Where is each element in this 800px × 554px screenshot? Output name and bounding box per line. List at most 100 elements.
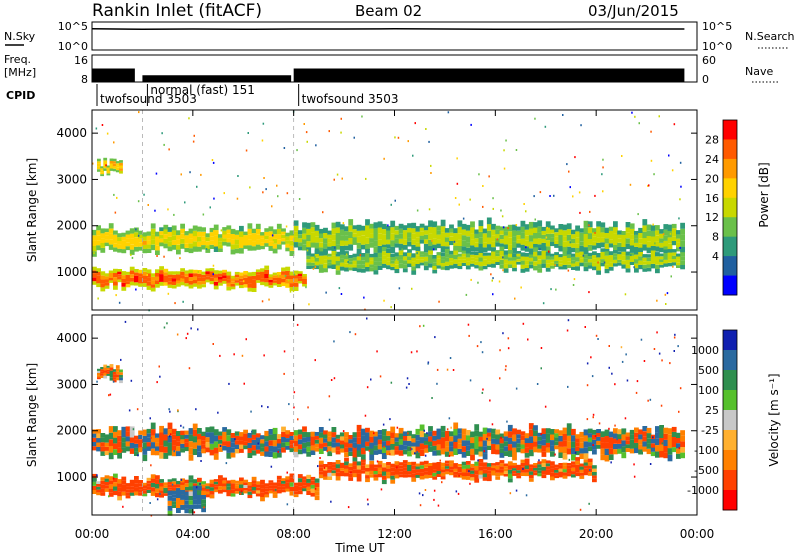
heatmap-cell (222, 445, 227, 451)
heatmap-cell (96, 429, 101, 434)
heatmap-cell (103, 372, 108, 376)
heatmap-cell (583, 435, 589, 442)
heatmap-cell (113, 243, 118, 248)
heatmap-cell (293, 435, 299, 441)
heatmap-scatter (634, 115, 636, 118)
heatmap-cell (655, 269, 660, 274)
heatmap-scatter (394, 136, 396, 139)
heatmap-cell (159, 452, 164, 459)
heatmap-cell (667, 262, 673, 267)
heatmap-cell (596, 232, 601, 238)
time-axis-label: Time UT (334, 541, 385, 554)
heatmap-scatter (250, 410, 252, 413)
heatmap-cell (327, 436, 333, 442)
heatmap-scatter (233, 353, 235, 356)
heatmap-scatter (322, 211, 324, 214)
heatmap-cell (314, 230, 320, 237)
heatmap-cell (142, 244, 148, 249)
heatmap-cell (117, 441, 122, 448)
heatmap-cell (495, 242, 501, 247)
heatmap-cell (318, 260, 324, 265)
heatmap-cell (499, 443, 505, 449)
heatmap-cell (528, 250, 534, 255)
heatmap-cell (428, 220, 433, 227)
heatmap-cell (402, 445, 408, 450)
heatmap-cell (478, 459, 484, 463)
heatmap-cell (482, 473, 488, 478)
heatmap-scatter (579, 508, 582, 511)
heatmap-cell (541, 255, 547, 260)
heatmap-scatter (449, 357, 452, 359)
heatmap-cell (558, 246, 564, 252)
heatmap-cell (512, 224, 517, 231)
heatmap-cell (360, 462, 366, 466)
heatmap-cell (176, 235, 181, 240)
heatmap-cell (104, 273, 110, 277)
heatmap-cell (222, 436, 227, 442)
heatmap-cell (436, 252, 442, 256)
heatmap-cell (176, 431, 181, 436)
heatmap-cell (524, 469, 530, 473)
heatmap-cell (293, 286, 299, 291)
heatmap-cell (520, 226, 526, 233)
heatmap-cell (125, 436, 131, 442)
heatmap-cell (163, 485, 169, 488)
heatmap-cell (327, 462, 333, 466)
heatmap-cell (142, 268, 148, 272)
heatmap-cell (222, 483, 227, 487)
heatmap-cell (138, 480, 143, 484)
heatmap-cell (339, 432, 345, 437)
heatmap-cell (348, 463, 354, 467)
heatmap-scatter (325, 291, 327, 294)
heatmap-cell (583, 233, 589, 241)
heatmap-cell (465, 430, 471, 436)
heatmap-cell (507, 478, 513, 483)
heatmap-cell (629, 245, 635, 251)
heatmap-cell (117, 271, 122, 275)
heatmap-cell (419, 449, 425, 456)
heatmap-cell (419, 424, 425, 431)
heatmap-cell (600, 251, 606, 256)
heatmap-cell (209, 438, 215, 444)
heatmap-cell (276, 272, 282, 275)
heatmap-cell (314, 265, 320, 270)
heatmap-cell (134, 447, 139, 452)
heatmap-cell (138, 489, 143, 493)
heatmap-cell (680, 228, 685, 235)
heatmap-cell (293, 242, 299, 248)
heatmap-scatter (534, 218, 536, 221)
heatmap-cell (667, 252, 673, 256)
heatmap-cell (331, 462, 337, 465)
heatmap-cell (449, 431, 454, 437)
y-tick-label: 1000 (56, 470, 87, 484)
heatmap-cell (134, 282, 139, 286)
heatmap-cell (503, 259, 509, 264)
heatmap-cell (423, 230, 429, 235)
heatmap-cell (112, 374, 117, 378)
heatmap-cell (222, 480, 227, 484)
heatmap-cell (537, 264, 543, 269)
nsky-label: N.Sky (4, 30, 36, 43)
heatmap-scatter (277, 450, 279, 453)
heatmap-cell (176, 249, 181, 255)
heatmap-cell (587, 221, 593, 228)
heatmap-cell (197, 485, 202, 491)
heatmap-cell (344, 240, 349, 246)
heatmap-cell (440, 232, 446, 240)
heatmap-cell (150, 487, 156, 492)
heatmap-scatter (678, 217, 680, 220)
heatmap-cell (255, 223, 261, 229)
heatmap-cell (671, 437, 677, 442)
heatmap-cell (360, 268, 366, 273)
heatmap-cell (117, 447, 122, 453)
heatmap-cell (600, 431, 606, 438)
heatmap-cell (423, 247, 429, 253)
heatmap-cell (323, 473, 328, 477)
heatmap-cell (562, 475, 568, 479)
heatmap-cell (197, 499, 202, 505)
heatmap-cell (465, 253, 471, 258)
heatmap-cell (528, 449, 534, 457)
heatmap-cell (146, 483, 152, 487)
heatmap-scatter (548, 250, 550, 253)
heatmap-cell (613, 256, 618, 260)
